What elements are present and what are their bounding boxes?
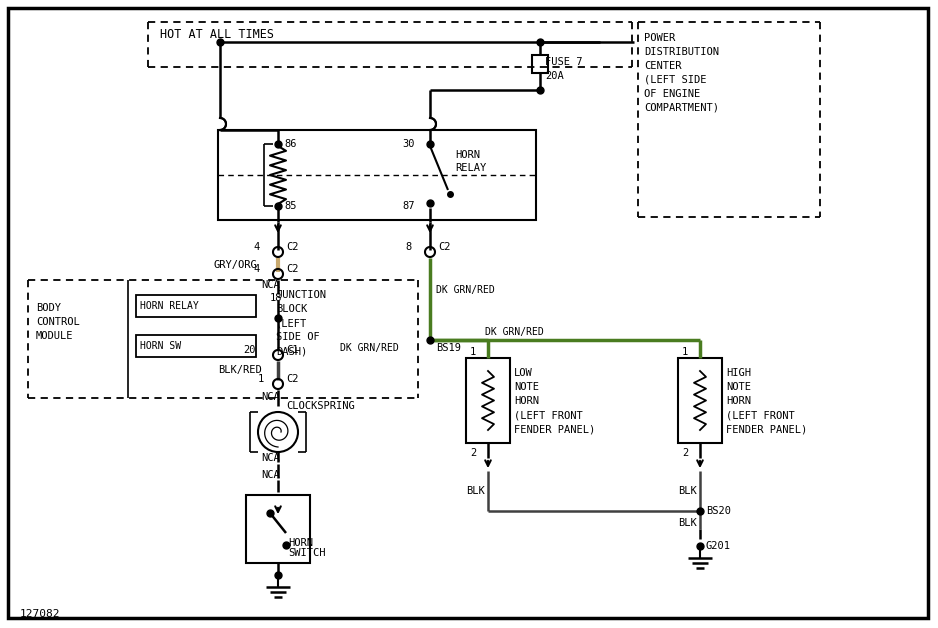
Text: NCA: NCA <box>261 470 280 480</box>
Text: GRY/ORG: GRY/ORG <box>213 260 257 270</box>
Text: RELAY: RELAY <box>455 163 486 173</box>
Text: JUNCTION: JUNCTION <box>276 290 326 300</box>
Text: LOW: LOW <box>514 368 533 378</box>
Text: DK GRN/RED: DK GRN/RED <box>436 285 494 295</box>
Text: C2: C2 <box>286 264 298 274</box>
Bar <box>466 358 510 443</box>
Text: CENTER: CENTER <box>644 61 682 71</box>
Bar <box>678 358 722 443</box>
Text: 1: 1 <box>258 374 264 384</box>
Text: CONTROL: CONTROL <box>36 317 80 327</box>
Text: NOTE: NOTE <box>514 382 539 392</box>
Text: (LEFT: (LEFT <box>276 318 308 328</box>
Text: (LEFT FRONT: (LEFT FRONT <box>726 410 794 420</box>
Text: NCA: NCA <box>261 392 280 402</box>
Text: BLK: BLK <box>678 486 697 496</box>
Text: HORN: HORN <box>455 150 480 160</box>
Text: 85: 85 <box>284 201 296 211</box>
Text: 4: 4 <box>254 242 260 252</box>
Text: DISTRIBUTION: DISTRIBUTION <box>644 47 719 57</box>
Text: BS20: BS20 <box>706 506 731 516</box>
Text: 8: 8 <box>406 242 412 252</box>
Text: HIGH: HIGH <box>726 368 751 378</box>
Text: C2: C2 <box>438 242 450 252</box>
Text: SIDE OF: SIDE OF <box>276 332 320 342</box>
Text: COMPARTMENT): COMPARTMENT) <box>644 103 719 113</box>
Text: HOT AT ALL TIMES: HOT AT ALL TIMES <box>160 28 274 40</box>
Text: FENDER PANEL): FENDER PANEL) <box>514 424 596 434</box>
Text: 2: 2 <box>682 448 688 458</box>
Text: BS19: BS19 <box>436 343 461 353</box>
Text: BLK/RED: BLK/RED <box>218 365 262 375</box>
Text: 1: 1 <box>682 347 688 357</box>
Bar <box>532 55 548 73</box>
Text: 20: 20 <box>244 345 256 355</box>
Text: NCA: NCA <box>261 453 280 463</box>
Text: 4: 4 <box>254 264 260 274</box>
Text: 30: 30 <box>402 139 415 149</box>
Bar <box>246 495 310 563</box>
Text: C2: C2 <box>286 242 298 252</box>
Text: G201: G201 <box>706 541 731 551</box>
Text: FUSE 7: FUSE 7 <box>545 57 582 67</box>
Text: DK GRN/RED: DK GRN/RED <box>340 343 399 353</box>
Text: BLOCK: BLOCK <box>276 304 308 314</box>
Text: C2: C2 <box>286 374 298 384</box>
Text: BLK: BLK <box>678 518 697 528</box>
Text: BLK: BLK <box>466 486 485 496</box>
Text: SWITCH: SWITCH <box>288 548 325 558</box>
Text: 87: 87 <box>402 201 415 211</box>
Text: HORN: HORN <box>288 538 313 548</box>
Text: BODY: BODY <box>36 303 61 313</box>
Text: POWER: POWER <box>644 33 675 43</box>
Bar <box>218 130 536 220</box>
Bar <box>136 295 256 317</box>
Text: 127082: 127082 <box>20 609 60 619</box>
Text: (LEFT SIDE: (LEFT SIDE <box>644 75 706 85</box>
Text: DASH): DASH) <box>276 346 308 356</box>
Text: NCA: NCA <box>261 280 280 290</box>
Text: HORN: HORN <box>726 396 751 406</box>
Text: C1: C1 <box>286 345 298 355</box>
Text: 1: 1 <box>470 347 477 357</box>
Text: HORN: HORN <box>514 396 539 406</box>
Text: HORN SW: HORN SW <box>140 341 181 351</box>
Text: 86: 86 <box>284 139 296 149</box>
Bar <box>136 335 256 357</box>
Text: 18: 18 <box>270 293 282 303</box>
Text: CLOCKSPRING: CLOCKSPRING <box>286 401 355 411</box>
Text: DK GRN/RED: DK GRN/RED <box>485 327 544 337</box>
Text: MODULE: MODULE <box>36 331 73 341</box>
Text: OF ENGINE: OF ENGINE <box>644 89 701 99</box>
Text: (LEFT FRONT: (LEFT FRONT <box>514 410 582 420</box>
Text: NOTE: NOTE <box>726 382 751 392</box>
Text: HORN RELAY: HORN RELAY <box>140 301 199 311</box>
Text: FENDER PANEL): FENDER PANEL) <box>726 424 808 434</box>
Text: 20A: 20A <box>545 71 564 81</box>
Text: 2: 2 <box>470 448 477 458</box>
